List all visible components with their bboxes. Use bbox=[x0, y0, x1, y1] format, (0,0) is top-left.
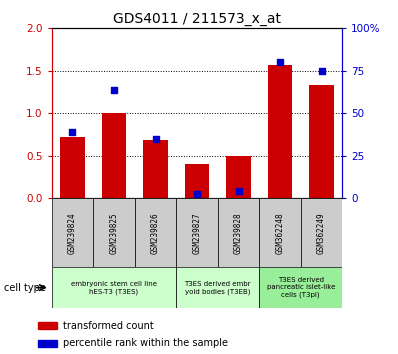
Bar bbox=[267, 65, 293, 198]
Text: GSM239828: GSM239828 bbox=[234, 212, 243, 253]
Bar bbox=[52, 267, 176, 308]
Title: GDS4011 / 211573_x_at: GDS4011 / 211573_x_at bbox=[113, 12, 281, 26]
Text: cell type: cell type bbox=[4, 282, 46, 293]
Point bbox=[277, 59, 283, 65]
Text: GSM239827: GSM239827 bbox=[193, 212, 201, 253]
Bar bbox=[135, 198, 176, 267]
Text: GSM362248: GSM362248 bbox=[275, 212, 285, 253]
Bar bbox=[185, 164, 209, 198]
Text: transformed count: transformed count bbox=[63, 320, 154, 331]
Bar bbox=[176, 267, 259, 308]
Bar bbox=[226, 156, 251, 198]
Bar bbox=[38, 339, 57, 347]
Bar bbox=[93, 198, 135, 267]
Text: GSM239824: GSM239824 bbox=[68, 212, 77, 253]
Point bbox=[152, 136, 159, 142]
Point bbox=[318, 68, 325, 74]
Text: GSM239826: GSM239826 bbox=[151, 212, 160, 253]
Point bbox=[235, 189, 242, 194]
Bar bbox=[218, 198, 259, 267]
Bar bbox=[52, 198, 93, 267]
Bar bbox=[309, 85, 334, 198]
Text: T3ES derived
pancreatic islet-like
cells (T3pi): T3ES derived pancreatic islet-like cells… bbox=[267, 277, 335, 298]
Text: GSM362249: GSM362249 bbox=[317, 212, 326, 253]
Bar bbox=[101, 113, 127, 198]
Point bbox=[111, 87, 117, 93]
Point bbox=[69, 129, 76, 135]
Bar bbox=[176, 198, 218, 267]
Bar bbox=[259, 198, 301, 267]
Bar bbox=[143, 141, 168, 198]
Bar bbox=[301, 198, 342, 267]
Point bbox=[194, 191, 200, 197]
Text: embryonic stem cell line
hES-T3 (T3ES): embryonic stem cell line hES-T3 (T3ES) bbox=[71, 281, 157, 295]
Text: percentile rank within the sample: percentile rank within the sample bbox=[63, 338, 228, 348]
Bar bbox=[259, 267, 342, 308]
Text: GSM239825: GSM239825 bbox=[109, 212, 119, 253]
Bar bbox=[38, 322, 57, 329]
Bar bbox=[60, 137, 85, 198]
Text: T3ES derived embr
yoid bodies (T3EB): T3ES derived embr yoid bodies (T3EB) bbox=[185, 281, 251, 295]
